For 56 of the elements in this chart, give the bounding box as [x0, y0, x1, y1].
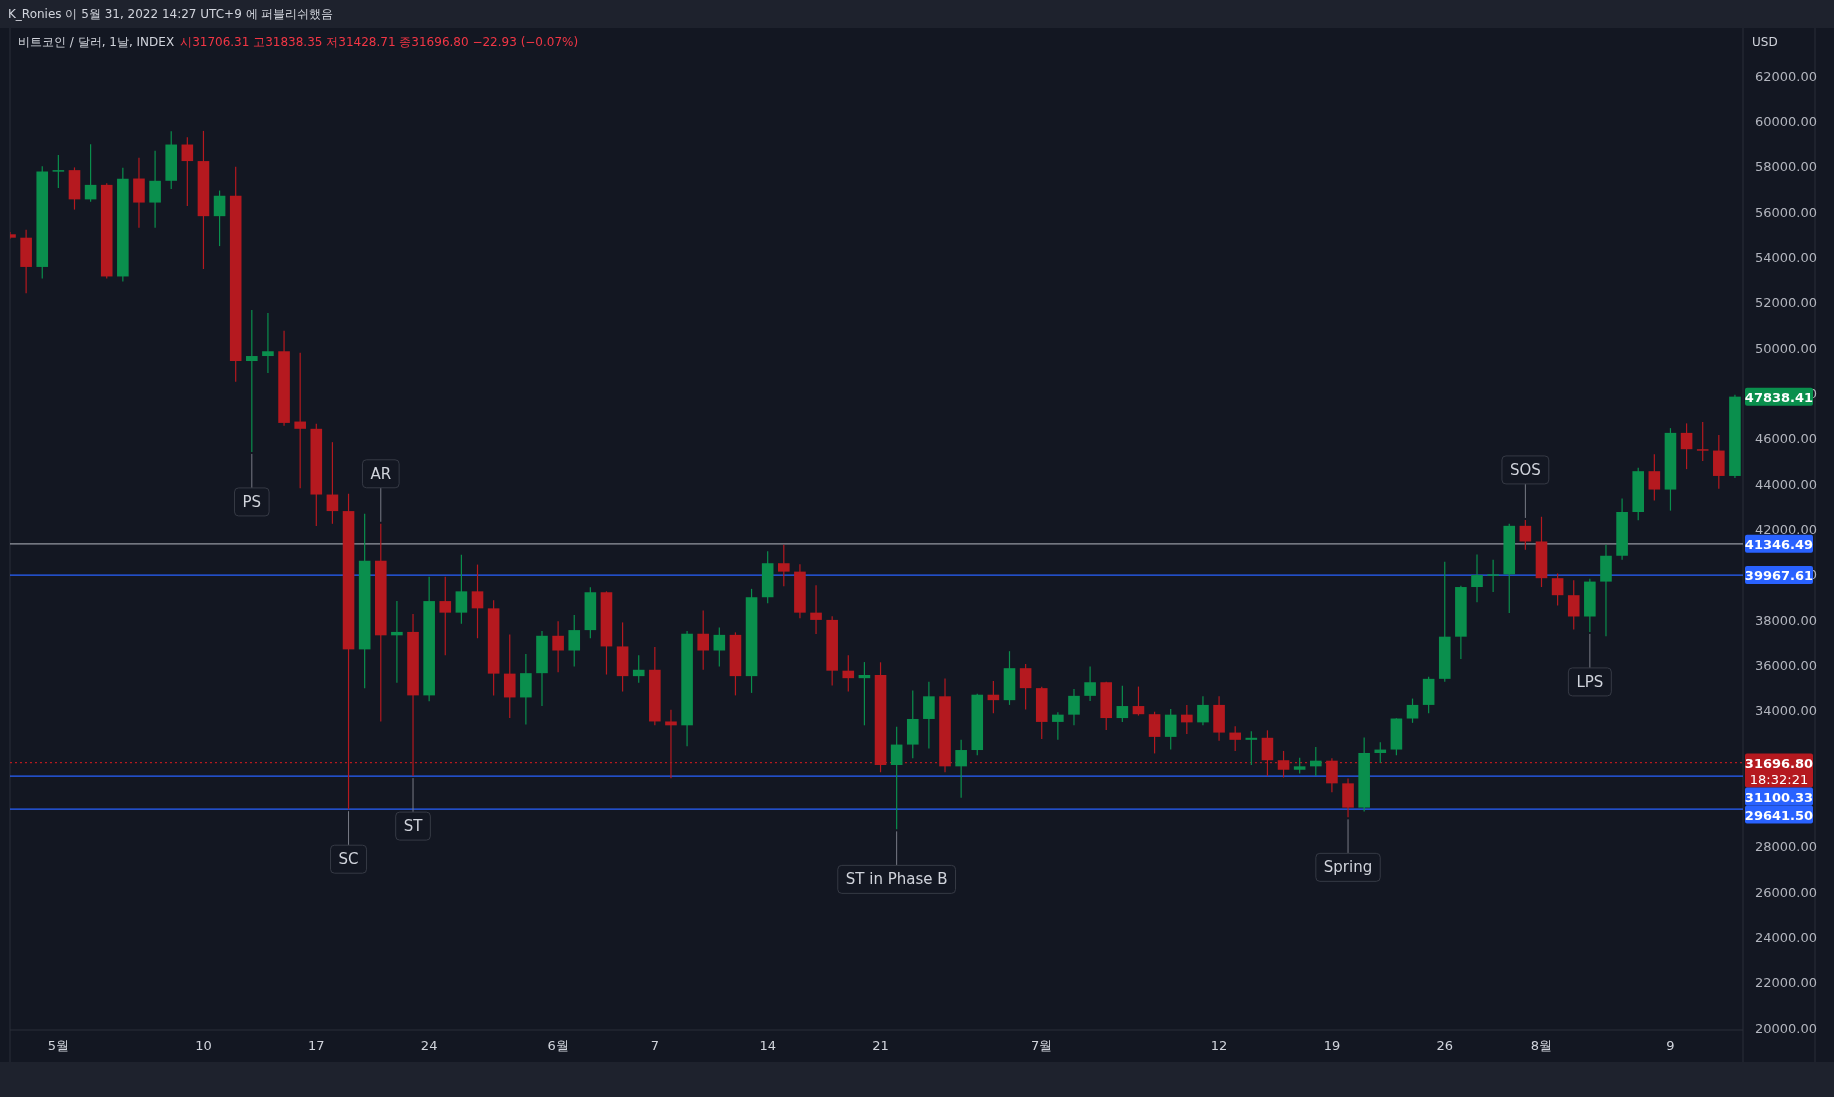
ytick: 24000.00 — [1755, 930, 1818, 946]
ytick: 36000.00 — [1755, 658, 1818, 673]
xtick: 19 — [1323, 1038, 1341, 1053]
ytick: 42000.00 — [1755, 522, 1818, 537]
ytick: 62000.00 — [1755, 68, 1818, 84]
xtick: 24 — [420, 1038, 438, 1053]
annotation: ST in Phase B — [837, 830, 957, 894]
ytick: 50000.00 — [1755, 340, 1818, 356]
xtick: 17 — [308, 1038, 325, 1053]
ref-line-label: 31696.80 — [1744, 755, 1814, 771]
ylabel: USD — [1752, 35, 1778, 49]
xtick: 6월 — [547, 1038, 569, 1053]
ytick: 26000.00 — [1755, 884, 1818, 900]
annotation: LPS — [1567, 633, 1612, 697]
annotation: SC — [330, 810, 368, 874]
price-tag: 39967.61 — [1744, 566, 1814, 585]
xtick: 10 — [195, 1038, 212, 1053]
annotation: ST — [403, 817, 424, 836]
ytick: 22000.00 — [1755, 975, 1818, 991]
ytick: 60000.00 — [1755, 113, 1818, 129]
annotation: PS — [242, 492, 262, 511]
xtick: 26 — [1436, 1038, 1454, 1053]
annotation: PS — [234, 453, 270, 517]
xtick: 9 — [1666, 1038, 1675, 1053]
ytick: 20000.00 — [1755, 1020, 1818, 1036]
annotation: ST — [395, 777, 431, 841]
price-tag: 31696.80 18:32:21 — [1744, 753, 1814, 788]
annotation: LPS — [1576, 672, 1604, 691]
annotation: Spring — [1323, 858, 1373, 877]
ytick: 56000.00 — [1755, 204, 1818, 220]
xtick: 7 — [650, 1038, 659, 1053]
annotation: SOS — [1509, 460, 1541, 479]
xtick: 21 — [872, 1038, 889, 1053]
ytick: 54000.00 — [1755, 249, 1818, 265]
annotation: AR — [370, 464, 392, 483]
title: 비트코인 / 달러, 1날, INDEX — [18, 35, 175, 49]
ytick: 38000.00 — [1755, 612, 1818, 628]
annotation: Spring — [1315, 818, 1381, 882]
annotation: SOS — [1501, 455, 1550, 519]
ytick: 28000.00 — [1755, 839, 1818, 855]
xtick: 7월 — [1031, 1038, 1053, 1053]
ytick: 34000.00 — [1755, 703, 1818, 719]
ytick: 58000.00 — [1755, 159, 1818, 175]
annotation: SC — [338, 850, 359, 869]
xtick: 12 — [1210, 1038, 1228, 1053]
annotation: AR — [361, 459, 400, 523]
countdown: 18:32:21 — [1749, 771, 1809, 787]
annotation: ST in Phase B — [845, 870, 948, 889]
xtick: 14 — [759, 1038, 776, 1053]
xtick: 5월 — [47, 1038, 69, 1053]
ytick: 52000.00 — [1755, 295, 1818, 311]
byline: K_Ronies 이 5월 31, 2022 14:27 UTC+9 에 퍼블리쉬했음 — [8, 7, 334, 21]
subtitle: 시31706.31 고31838.35 저31428.71 종31696.80 −22.93 (−0.07%) — [180, 35, 579, 49]
xtick: 8월 — [1530, 1038, 1553, 1053]
ytick: 44000.00 — [1755, 476, 1818, 492]
ytick: 46000.00 — [1755, 431, 1818, 447]
